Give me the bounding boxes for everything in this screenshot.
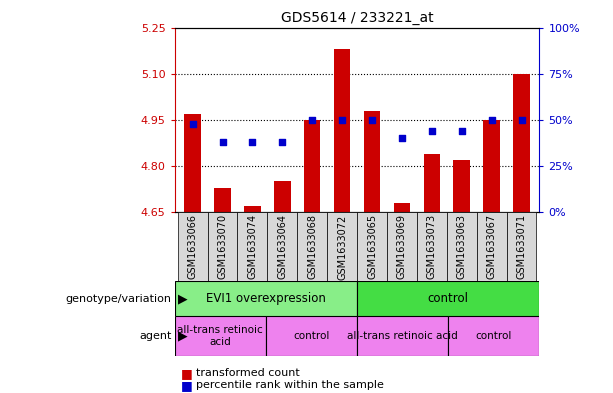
Bar [387, 212, 417, 281]
Bar [357, 212, 387, 281]
Point [517, 117, 527, 123]
Text: all-trans retinoic
acid: all-trans retinoic acid [177, 325, 263, 347]
Text: GSM1633074: GSM1633074 [248, 214, 257, 279]
Text: percentile rank within the sample: percentile rank within the sample [196, 380, 384, 390]
Text: EVI1 overexpression: EVI1 overexpression [206, 292, 326, 305]
Text: control: control [293, 331, 330, 341]
Text: GSM1633065: GSM1633065 [367, 214, 377, 279]
Bar [334, 49, 351, 212]
Bar [178, 212, 208, 281]
Bar [215, 187, 230, 212]
Bar [304, 120, 321, 212]
Text: control: control [476, 331, 512, 341]
Bar [175, 281, 357, 316]
Point [248, 139, 257, 145]
Point [457, 128, 466, 134]
Bar [417, 212, 447, 281]
Text: all-trans retinoic acid: all-trans retinoic acid [348, 331, 458, 341]
Text: genotype/variation: genotype/variation [66, 294, 172, 304]
Point [337, 117, 347, 123]
Bar [506, 212, 536, 281]
Bar [267, 212, 297, 281]
Bar [364, 110, 380, 212]
Text: ▶: ▶ [178, 292, 188, 305]
Point [427, 128, 436, 134]
Bar [327, 212, 357, 281]
Text: GSM1633066: GSM1633066 [188, 214, 197, 279]
Bar [477, 212, 506, 281]
Bar [274, 182, 291, 212]
Text: agent: agent [139, 331, 172, 341]
Bar [244, 206, 261, 212]
Text: GSM1633068: GSM1633068 [307, 214, 318, 279]
Point [367, 117, 377, 123]
Point [218, 139, 227, 145]
Bar [484, 120, 500, 212]
Bar [185, 114, 201, 212]
Text: ■: ■ [181, 367, 192, 380]
Bar [454, 160, 470, 212]
Point [397, 135, 407, 141]
Bar [447, 212, 477, 281]
Bar [357, 281, 539, 316]
Text: ■: ■ [181, 378, 192, 392]
Point [278, 139, 287, 145]
Bar [208, 212, 237, 281]
Bar [424, 154, 440, 212]
Text: GSM1633072: GSM1633072 [337, 214, 347, 279]
Text: GSM1633069: GSM1633069 [397, 214, 407, 279]
Text: GSM1633063: GSM1633063 [457, 214, 466, 279]
Bar [266, 316, 357, 356]
Text: ▶: ▶ [178, 329, 188, 343]
Bar [175, 316, 266, 356]
Point [188, 120, 197, 127]
Bar [448, 316, 539, 356]
Text: GSM1633070: GSM1633070 [218, 214, 227, 279]
Text: transformed count: transformed count [196, 368, 300, 378]
Bar [297, 212, 327, 281]
Bar [513, 74, 530, 212]
Point [307, 117, 317, 123]
Text: GSM1633067: GSM1633067 [487, 214, 497, 279]
Bar [237, 212, 267, 281]
Point [487, 117, 497, 123]
Text: GSM1633064: GSM1633064 [277, 214, 287, 279]
Title: GDS5614 / 233221_at: GDS5614 / 233221_at [281, 11, 433, 25]
Bar [357, 316, 448, 356]
Bar [394, 203, 410, 212]
Text: GSM1633071: GSM1633071 [517, 214, 527, 279]
Text: GSM1633073: GSM1633073 [427, 214, 437, 279]
Text: control: control [428, 292, 469, 305]
